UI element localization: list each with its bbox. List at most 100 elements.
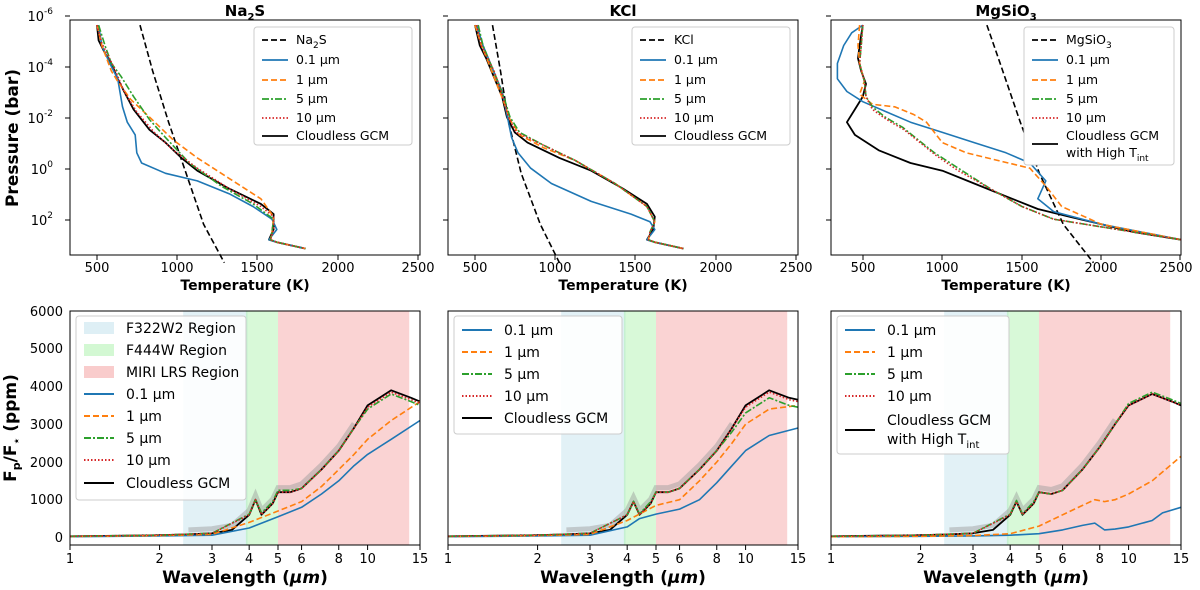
x-tick-label: 6 bbox=[675, 552, 683, 567]
x-tick-label: 5 bbox=[1035, 552, 1043, 567]
legend-swatch bbox=[84, 366, 114, 378]
legend: Na2S 0.1 μm 1 μm 5 μm 10 μm Cloudless GC… bbox=[253, 26, 413, 146]
x-axis-label: Wavelength (μm) bbox=[923, 568, 1089, 588]
legend-label: 10 μm bbox=[674, 110, 714, 125]
legend-label: Cloudless GCM bbox=[674, 128, 767, 143]
y-tick-label: 10-2 bbox=[27, 109, 53, 127]
x-tick-labels: 500 1000 1500 2000 2500 bbox=[851, 261, 1193, 276]
y-tick-label: 102 bbox=[31, 211, 53, 229]
x-tick-label: 2 bbox=[533, 552, 541, 567]
y-ticks bbox=[826, 15, 831, 221]
legend-label: 1 μm bbox=[296, 72, 328, 87]
legend-label: 10 μm bbox=[126, 453, 171, 469]
y-tick-label: 0 bbox=[55, 531, 63, 546]
x-ticks bbox=[862, 255, 1181, 260]
legend-label: 0.1 μm bbox=[1066, 52, 1110, 67]
series-s5 bbox=[830, 391, 1182, 538]
series-layer bbox=[447, 389, 799, 538]
legend-label: 0.1 μm bbox=[126, 387, 175, 403]
legend-label-line2: with High Tint bbox=[887, 432, 979, 451]
x-tick-label: 1 bbox=[66, 552, 74, 567]
series-s10 bbox=[96, 24, 306, 250]
legend-swatch bbox=[84, 322, 114, 334]
series-s1 bbox=[830, 455, 1182, 538]
x-tick-label: 10 bbox=[359, 552, 376, 567]
x-tick-label: 4 bbox=[623, 552, 631, 567]
legend-label: Cloudless GCM bbox=[126, 476, 230, 492]
legend-label: Cloudless GCM bbox=[504, 411, 608, 427]
y-tick-label: 1000 bbox=[30, 493, 63, 508]
series-s10 bbox=[830, 393, 1182, 538]
series-layer bbox=[474, 24, 684, 264]
series-s1 bbox=[69, 400, 421, 538]
legend-label: 10 μm bbox=[1066, 110, 1106, 125]
legend-label: 5 μm bbox=[126, 431, 162, 447]
legend-box bbox=[253, 26, 413, 146]
y-tick-label: 100 bbox=[31, 160, 54, 178]
legend-label: 1 μm bbox=[126, 409, 162, 425]
filter-region bbox=[1039, 311, 1171, 545]
series-s5 bbox=[858, 25, 1182, 241]
legend-label: 1 μm bbox=[674, 72, 706, 87]
series-layer bbox=[69, 389, 421, 538]
series-cond bbox=[491, 24, 561, 264]
series-s10 bbox=[447, 391, 799, 538]
legend-label: 10 μm bbox=[504, 389, 549, 405]
x-axis-label: Wavelength (μm) bbox=[162, 568, 328, 588]
series-cloudless bbox=[69, 389, 421, 538]
x-tick-label: 5 bbox=[274, 552, 282, 567]
x-tick-label: 500 bbox=[85, 261, 110, 276]
panel-title: Na2S bbox=[225, 2, 265, 23]
x-tick-label: 2 bbox=[916, 552, 924, 567]
filter-region bbox=[1006, 311, 1040, 545]
legend-label: 0.1 μm bbox=[296, 52, 340, 67]
x-tick-label: 3 bbox=[208, 552, 216, 567]
series-cloudless bbox=[830, 393, 1182, 538]
x-tick-label: 2000 bbox=[321, 261, 354, 276]
series-s1 bbox=[447, 404, 799, 538]
y-tick-label: 4000 bbox=[30, 380, 63, 395]
legend-box bbox=[836, 315, 1010, 455]
y-tick-label: 2000 bbox=[30, 456, 63, 471]
x-tick-label: 3 bbox=[586, 552, 594, 567]
legend-label: MgSiO3 bbox=[1066, 32, 1112, 51]
y-tick-labels: 10-6 10-4 10-2 100 102 bbox=[27, 7, 53, 229]
legend-label: 5 μm bbox=[887, 367, 923, 383]
observation-band bbox=[949, 418, 1118, 533]
x-tick-label: 2500 bbox=[401, 261, 434, 276]
y-tick-label: 6000 bbox=[30, 305, 63, 320]
x-tick-labels: 500 1000 1500 2000 2500 bbox=[85, 261, 435, 276]
x-axis-label: Wavelength (μm) bbox=[540, 568, 706, 588]
x-tick-label: 10 bbox=[1120, 552, 1137, 567]
legend-box bbox=[453, 315, 623, 435]
legend-box bbox=[1023, 26, 1175, 166]
legend-box bbox=[631, 26, 791, 146]
y-axis-label: Fp/F⋆ (ppm) bbox=[1, 374, 23, 482]
panel-title: KCl bbox=[609, 2, 636, 20]
legend-label: 5 μm bbox=[1066, 91, 1098, 106]
x-tick-label: 1 bbox=[444, 552, 452, 567]
series-cond bbox=[139, 24, 226, 264]
x-ticks bbox=[474, 255, 797, 260]
x-tick-labels: 1 2 3 4 5 6 8 10 15 bbox=[444, 545, 806, 567]
x-tick-label: 1500 bbox=[240, 261, 273, 276]
y-tick-label: 5000 bbox=[30, 342, 63, 357]
plot-frame bbox=[447, 19, 799, 256]
observation-band bbox=[188, 422, 357, 533]
filter-region bbox=[623, 311, 657, 545]
plot-frame bbox=[447, 310, 799, 546]
filter-region bbox=[656, 311, 788, 545]
x-tick-labels: 1 2 3 4 5 6 8 10 15 bbox=[827, 545, 1189, 567]
legend: F322W2 Region F444W Region MIRI LRS Regi… bbox=[75, 315, 247, 501]
x-tick-label: 8 bbox=[713, 552, 721, 567]
y-ticks bbox=[443, 15, 448, 221]
legend-label: 0.1 μm bbox=[504, 323, 553, 339]
panel-na2s-spec: Wavelength (μm) Fp/F⋆ (ppm) 0 1000 2000 … bbox=[1, 305, 428, 588]
legend-label: 5 μm bbox=[296, 91, 328, 106]
x-axis-label: Temperature (K) bbox=[558, 278, 687, 294]
panel-mgsio3-pt: MgSiO3 Temperature (K) 500 1000 1500 200… bbox=[826, 2, 1193, 294]
y-tick-label: 10-4 bbox=[27, 58, 53, 76]
x-tick-label: 2000 bbox=[699, 261, 732, 276]
y-tick-label: 3000 bbox=[30, 418, 63, 433]
